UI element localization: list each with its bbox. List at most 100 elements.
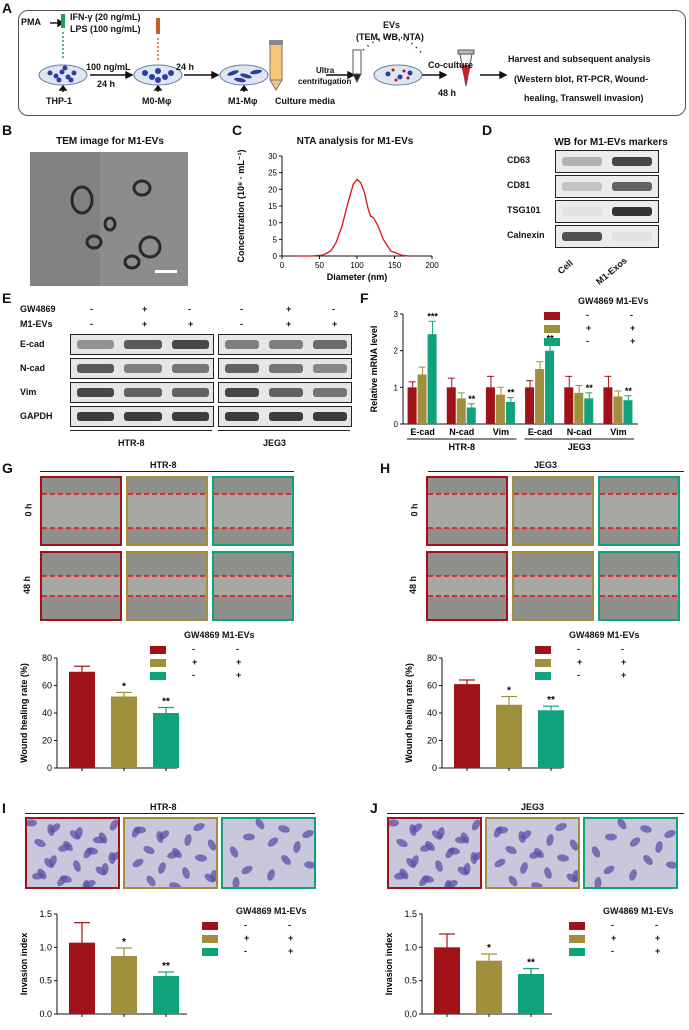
legend-f-swatch xyxy=(544,325,560,333)
wound-g-image xyxy=(40,551,122,621)
time-48h: 48 h xyxy=(438,88,457,98)
e-m1-sign: + xyxy=(286,319,292,329)
nta-title: NTA analysis for M1-EVs xyxy=(296,136,414,147)
legend-h-swatch xyxy=(535,659,551,667)
c-ylabel: Concentration (10⁸ · mL⁻¹) xyxy=(236,149,246,262)
e-m1-sign: + xyxy=(142,319,148,329)
legend-i-gw-sign: - xyxy=(244,946,247,956)
inv-i-cell xyxy=(167,851,179,859)
legend-i-swatch xyxy=(202,922,218,930)
inv-j-cell xyxy=(557,854,569,862)
inv-i-cell xyxy=(255,819,265,830)
g-bar xyxy=(111,696,137,768)
wound-g-gap xyxy=(42,576,120,596)
nta-chart: 0 5 10 15 20 25 30 0 50 100 150 200 Diameter (nm) Con… xyxy=(236,149,439,282)
inv-i-cell xyxy=(182,867,190,879)
g-sig: * xyxy=(122,681,126,692)
e-m1-sign: - xyxy=(90,319,93,329)
wb-e-band xyxy=(77,340,115,349)
wb-d-row-label: TSG101 xyxy=(507,205,541,215)
legend-h-m1-sign: + xyxy=(621,657,627,667)
e-m1-sign: + xyxy=(188,319,194,329)
legend-g-m1-sign: + xyxy=(236,657,242,667)
j-bar xyxy=(518,974,544,1014)
wound-h-image xyxy=(512,551,594,621)
inv-i-cell xyxy=(82,880,90,887)
c-xtick-label: 150 xyxy=(388,261,402,270)
wound-h-scratch xyxy=(428,575,506,597)
wb-d-row-label: Calnexin xyxy=(507,230,545,240)
inv-j-cell xyxy=(493,826,503,838)
wb-d-row xyxy=(555,200,659,223)
wb-d-band xyxy=(562,157,602,166)
c-ytick-label: 20 xyxy=(268,185,277,194)
g-ytick-label: 40 xyxy=(42,708,52,718)
h-bar xyxy=(454,684,480,768)
wound-h-gap xyxy=(514,576,592,596)
i-ytick-label: 0.0 xyxy=(39,1009,52,1019)
inv-i-cell xyxy=(83,847,93,859)
legend-g-gw-sign: - xyxy=(192,670,195,680)
f-group-label: E-cad xyxy=(410,427,435,437)
wb-e-row xyxy=(218,334,352,355)
e-gw-sign: - xyxy=(240,304,243,314)
e-gw-label: GW4869 xyxy=(20,304,56,314)
g-header-line xyxy=(40,471,294,472)
c-ytick-label: 15 xyxy=(268,202,277,211)
c-ytick-label: 0 xyxy=(273,252,278,261)
f-bar xyxy=(505,402,515,424)
j-ytick-label: 0.5 xyxy=(404,976,417,986)
legend-j-swatch xyxy=(569,922,585,930)
j-ytick-label: 1.5 xyxy=(404,909,417,919)
inv-j-cell xyxy=(569,839,578,851)
wb-e-band xyxy=(171,340,209,349)
legend-i-gw-sign: + xyxy=(244,933,250,943)
legend-g-gw-sign: + xyxy=(192,657,198,667)
invasion-chart-i: 0.00.51.01.5***Invasion index xyxy=(19,909,187,1019)
wound-g-scratch xyxy=(42,493,120,529)
inv-i-cell xyxy=(169,882,181,887)
dish-m1 xyxy=(219,64,269,86)
legend-j-swatch xyxy=(569,935,585,943)
wb-e-band xyxy=(225,388,259,397)
schematic-svg xyxy=(38,14,508,92)
legend-h-m1-sign: + xyxy=(621,670,627,680)
wb-e-band xyxy=(171,364,209,373)
i-cell-label: HTR-8 xyxy=(150,802,177,812)
e-gw-sign: - xyxy=(188,304,191,314)
legend-h-swatch xyxy=(535,646,551,654)
legend-h-gw-sign: - xyxy=(577,644,580,654)
wb-e-band xyxy=(225,364,259,373)
wound-g-scratch xyxy=(214,493,292,529)
legend-f-gw-sign: - xyxy=(586,336,589,346)
wound-g-gap xyxy=(214,576,292,596)
panel-label-g: G xyxy=(2,460,13,476)
wb-d-col-label: Cell xyxy=(555,257,575,277)
wound-g-scratch xyxy=(128,575,206,597)
inv-i-cell xyxy=(195,854,207,862)
harvest-line1: Harvest and subsequent analysis xyxy=(508,54,651,64)
h-48h-label: 48 h xyxy=(408,575,419,595)
time-24h-b: 24 h xyxy=(176,62,195,72)
wb-d-band xyxy=(612,157,652,166)
wound-g-scratch xyxy=(214,575,292,597)
wb-e-row xyxy=(70,334,214,355)
f-bar xyxy=(574,392,584,424)
inv-j-cell xyxy=(643,855,653,865)
wb-d-band xyxy=(562,182,602,191)
wb-d-row-label: CD63 xyxy=(507,155,531,165)
inv-i-cell xyxy=(27,819,37,827)
f-ytick-label: 0 xyxy=(394,420,399,429)
h-cell-label: JEG3 xyxy=(534,460,558,470)
c-ytick-label: 5 xyxy=(273,235,278,244)
c-ytick-label: 30 xyxy=(268,152,277,161)
f-ytick-label: 1 xyxy=(394,383,399,392)
inv-j-cell xyxy=(394,872,406,880)
legend-g-m1-sign: + xyxy=(236,670,242,680)
culture-media-label: Culture media xyxy=(275,96,336,106)
e-row-label: GAPDH xyxy=(20,411,53,421)
coculture-label: Co-culture xyxy=(428,60,473,70)
wound-h-scratch xyxy=(600,493,678,529)
h-sig: * xyxy=(507,686,511,697)
dish-m0 xyxy=(133,64,183,86)
